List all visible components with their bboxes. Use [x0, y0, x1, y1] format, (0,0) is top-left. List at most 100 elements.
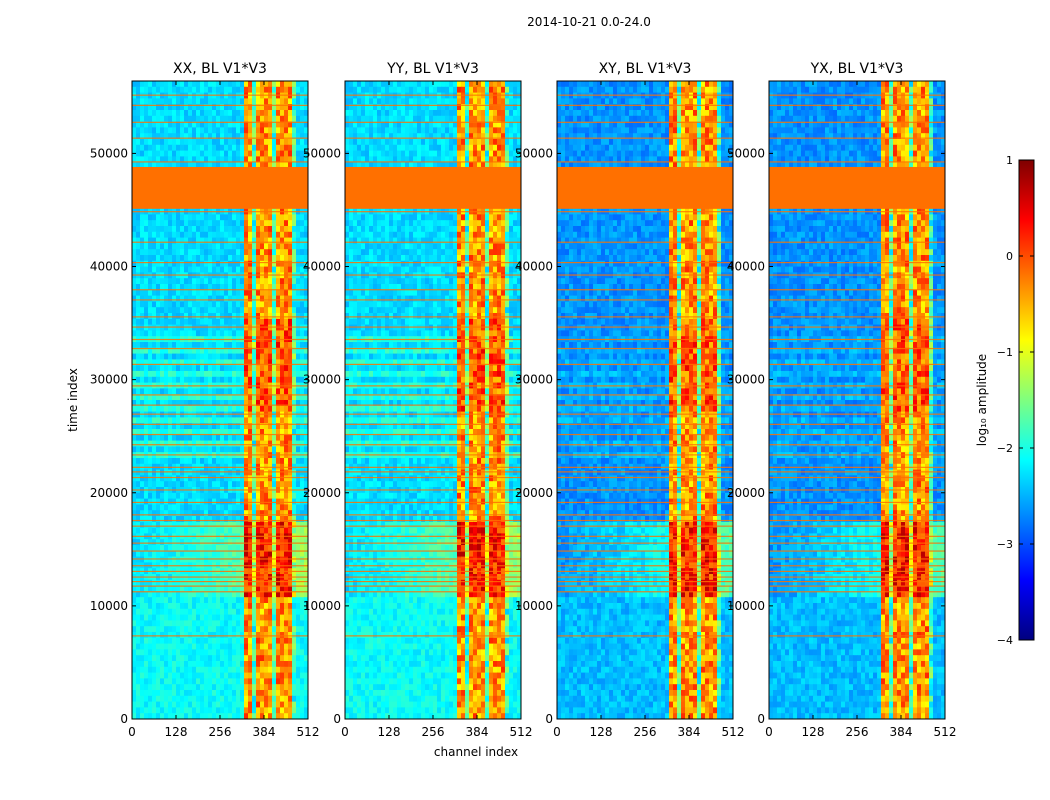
- rfi-line: [132, 570, 308, 573]
- flagged-region: [769, 166, 945, 209]
- rfi-line: [345, 535, 521, 537]
- y-tick-label: 40000: [727, 260, 765, 274]
- rfi-line: [769, 433, 945, 436]
- rfi-line: [345, 338, 521, 341]
- y-tick-label: 0: [545, 712, 553, 726]
- rfi-line: [557, 501, 733, 504]
- x-tick-label: 0: [128, 725, 136, 739]
- rfi-line: [769, 466, 945, 468]
- rfi-line: [769, 454, 945, 456]
- rfi-line: [557, 525, 733, 527]
- rfi-line: [345, 347, 521, 350]
- heatmap-yy: [345, 81, 521, 719]
- x-tick-label: 384: [466, 725, 489, 739]
- y-tick-label: 0: [757, 712, 765, 726]
- rfi-line: [557, 550, 733, 552]
- rfi-line: [345, 635, 521, 637]
- x-tick-label: 384: [678, 725, 701, 739]
- panel-title: YY, BL V1*V3: [386, 61, 479, 77]
- rfi-line: [557, 454, 733, 456]
- rfi-line: [769, 137, 945, 139]
- rfi-line: [769, 121, 945, 123]
- rfi-line: [557, 338, 733, 341]
- rfi-line: [132, 363, 308, 365]
- rfi-line: [557, 433, 733, 436]
- rfi-line: [345, 550, 521, 552]
- rfi-line: [557, 347, 733, 350]
- rfi-line: [557, 413, 733, 415]
- rfi-line: [345, 585, 521, 587]
- rfi-line: [345, 261, 521, 264]
- rfi-line: [345, 570, 521, 573]
- rfi-line: [132, 289, 308, 291]
- rfi-line: [769, 274, 945, 276]
- rfi-line: [345, 404, 521, 406]
- rfi-line: [557, 576, 733, 578]
- rfi-line: [557, 570, 733, 573]
- rfi-line: [557, 542, 733, 544]
- y-tick-label: 20000: [90, 486, 128, 500]
- rfi-line: [132, 542, 308, 544]
- y-tick-label: 0: [333, 712, 341, 726]
- x-tick-label: 512: [510, 725, 533, 739]
- rfi-line: [132, 466, 308, 468]
- rfi-line: [557, 404, 733, 406]
- rfi-line: [132, 338, 308, 341]
- rfi-line: [345, 241, 521, 243]
- rfi-line: [769, 394, 945, 396]
- rfi-line: [132, 394, 308, 396]
- rfi-line: [345, 558, 521, 560]
- rfi-line: [769, 550, 945, 552]
- rfi-line: [345, 413, 521, 415]
- rfi-line: [132, 580, 308, 583]
- rfi-line: [345, 466, 521, 468]
- rfi-line: [345, 514, 521, 516]
- rfi-line: [345, 489, 521, 491]
- y-tick-label: 0: [120, 712, 128, 726]
- y-tick-label: 10000: [727, 599, 765, 613]
- rfi-line: [345, 289, 521, 291]
- rfi-line: [132, 576, 308, 578]
- rfi-line: [132, 274, 308, 276]
- panel-yx: YX, BL V1*V3 0 128 256 384 512 0 10000 20000 3000…: [727, 61, 957, 739]
- rfi-line: [132, 565, 308, 567]
- rfi-line: [769, 558, 945, 560]
- rfi-line: [345, 525, 521, 527]
- rfi-line: [132, 161, 308, 163]
- panel-yy: YY, BL V1*V3 0 128 256 384 512 0 10000 20000 3000…: [303, 61, 533, 739]
- rfi-line: [769, 570, 945, 573]
- rfi-line: [557, 121, 733, 123]
- rfi-line: [132, 635, 308, 637]
- rfi-line: [557, 514, 733, 516]
- rfi-line: [769, 261, 945, 264]
- y-tick-label: 30000: [515, 373, 553, 387]
- rfi-line: [769, 489, 945, 491]
- rfi-line: [557, 580, 733, 583]
- rfi-line: [769, 471, 945, 473]
- rfi-line: [132, 261, 308, 264]
- y-tick-label: 30000: [303, 373, 341, 387]
- rfi-line: [557, 489, 733, 491]
- panel-title: XY, BL V1*V3: [599, 61, 692, 77]
- rfi-line: [345, 542, 521, 544]
- rfi-line: [132, 413, 308, 415]
- rfi-line: [132, 433, 308, 436]
- rfi-line: [769, 444, 945, 446]
- rfi-line: [132, 137, 308, 139]
- rfi-line: [345, 519, 521, 522]
- y-tick-label: 20000: [515, 486, 553, 500]
- rfi-line: [769, 347, 945, 350]
- colorbar-tick-label: −4: [997, 634, 1013, 647]
- rfi-line: [557, 299, 733, 301]
- y-tick-label: 40000: [515, 260, 553, 274]
- rfi-line: [132, 347, 308, 350]
- rfi-line: [345, 565, 521, 567]
- colorbar-tick-label: −2: [997, 442, 1013, 455]
- rfi-line: [132, 489, 308, 491]
- rfi-line: [132, 591, 308, 593]
- x-tick-label: 128: [802, 725, 825, 739]
- x-tick-label: 512: [722, 725, 745, 739]
- flagged-region: [557, 166, 733, 209]
- rfi-line: [557, 289, 733, 291]
- rfi-line: [557, 444, 733, 446]
